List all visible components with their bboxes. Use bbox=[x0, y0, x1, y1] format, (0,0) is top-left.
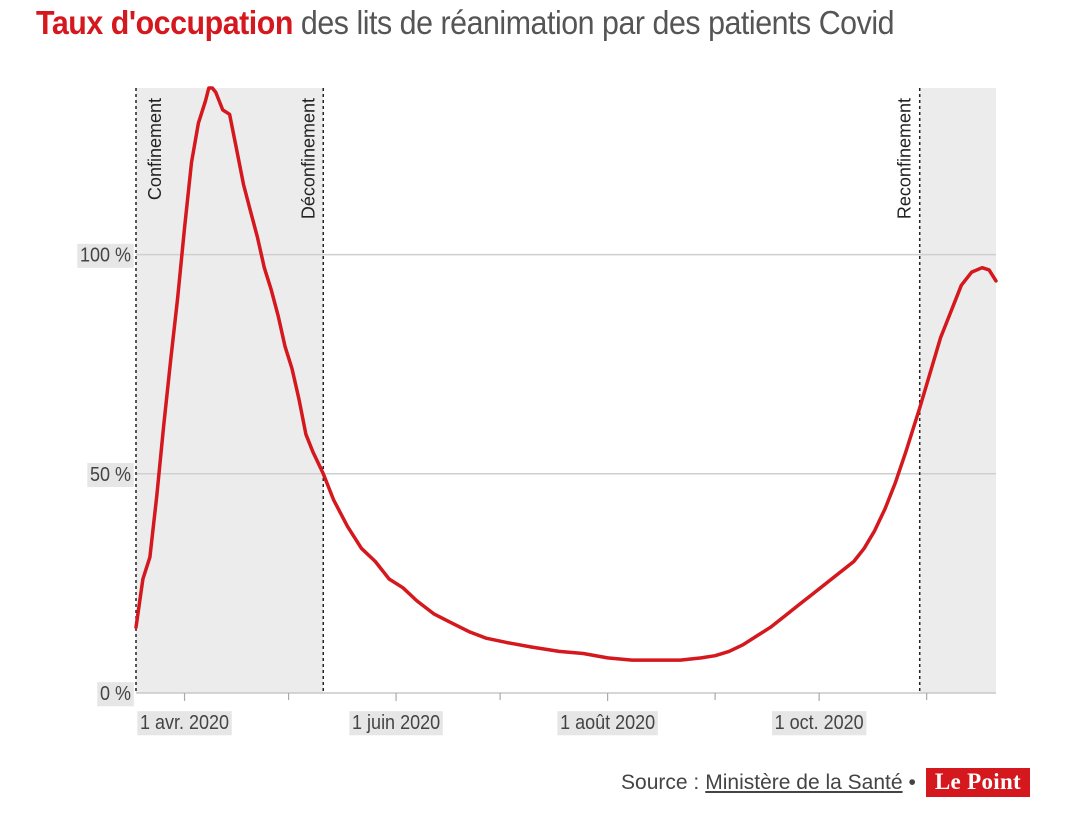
y-tick-label-0: 0 % bbox=[100, 683, 131, 705]
source-line: Source : Ministère de la Santé • Le Poin… bbox=[621, 768, 1030, 797]
event-label-1: Déconfinement bbox=[298, 98, 318, 219]
event-label-2: Reconfinement bbox=[895, 98, 915, 219]
title-highlight: Taux d'occupation bbox=[36, 4, 293, 41]
x-tick-label-bg-2 bbox=[557, 711, 658, 736]
source-link[interactable]: Ministère de la Santé bbox=[705, 770, 903, 794]
series-line-0 bbox=[134, 86, 998, 662]
x-tick-label-0: 1 avr. 2020 bbox=[140, 712, 229, 734]
y-tick-label-bg-0 bbox=[97, 682, 134, 707]
x-tick-label-1: 1 juin 2020 bbox=[352, 712, 440, 734]
title-rest: des lits de réanimation par des patients… bbox=[300, 4, 895, 41]
source-prefix: Source : bbox=[621, 770, 700, 794]
x-tick-label-bg-0 bbox=[137, 711, 232, 736]
chart-title: Taux d'occupation des lits de réanimatio… bbox=[36, 4, 894, 42]
event-label-0: Confinement bbox=[145, 98, 165, 200]
x-tick-label-3: 1 oct. 2020 bbox=[775, 712, 864, 734]
y-tick-label-2: 100 % bbox=[80, 245, 131, 267]
x-tick-label-bg-3 bbox=[771, 711, 867, 736]
x-tick-label-2: 1 août 2020 bbox=[560, 712, 655, 734]
le-point-logo: Le Point bbox=[925, 768, 1030, 797]
source-separator: • bbox=[908, 770, 916, 794]
shaded-period-1 bbox=[919, 88, 996, 693]
x-tick-label-bg-1 bbox=[349, 711, 443, 736]
y-tick-label-bg-1 bbox=[87, 462, 134, 488]
y-tick-label-bg-2 bbox=[77, 243, 134, 268]
y-tick-label-1: 50 % bbox=[90, 464, 131, 486]
